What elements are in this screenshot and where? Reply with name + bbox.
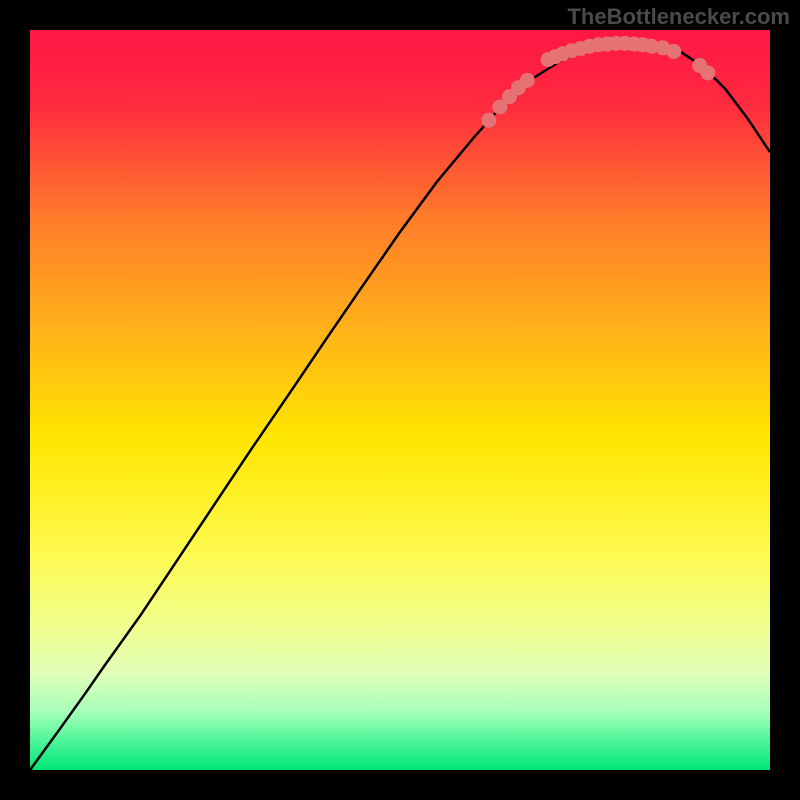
chart-curve-layer (30, 30, 770, 770)
curve-marker (667, 44, 681, 58)
watermark-text: TheBottlenecker.com (567, 4, 790, 30)
bottleneck-curve (30, 43, 770, 770)
curve-marker (520, 73, 534, 87)
curve-marker (701, 66, 715, 80)
curve-marker (482, 113, 496, 127)
chart-plot-area (30, 30, 770, 770)
marker-group (482, 36, 715, 127)
